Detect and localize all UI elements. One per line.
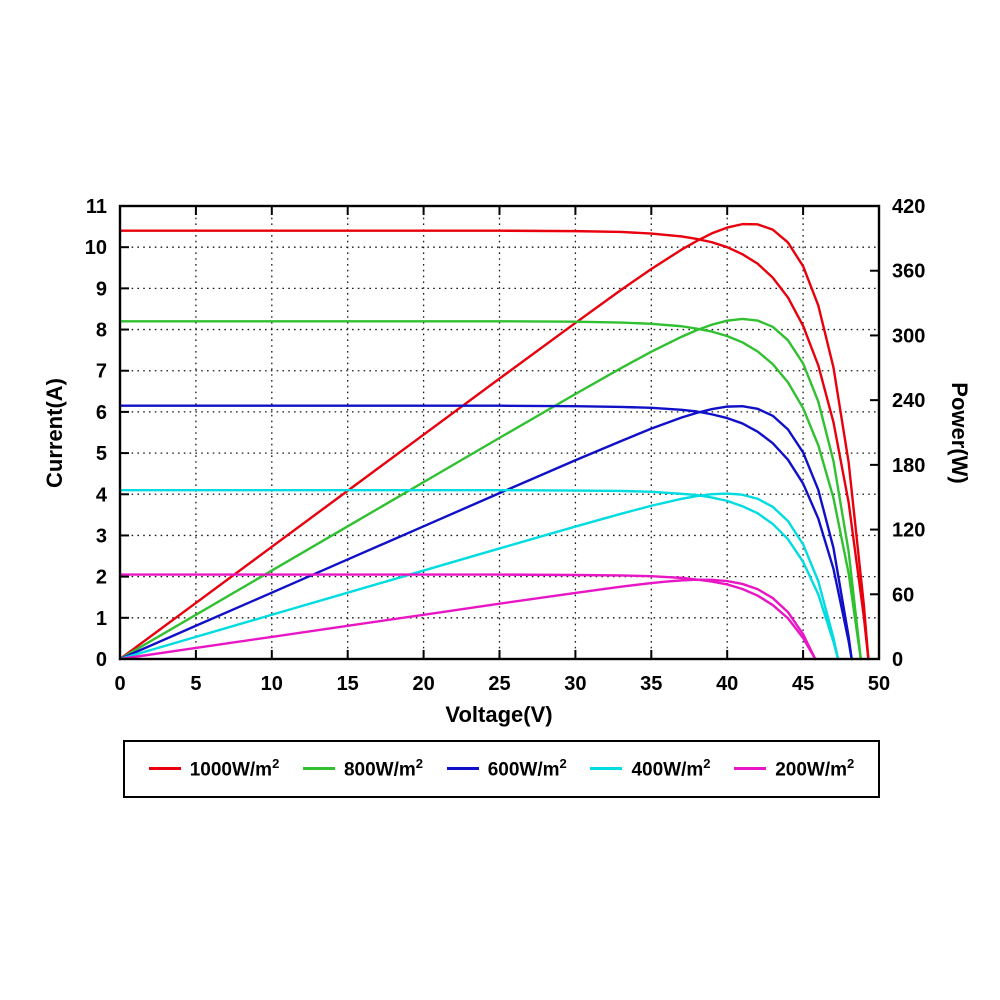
x-tick-label: 20 [412,673,434,695]
pv-curve-400W/m [118,492,840,661]
legend-label: 400W/m2 [631,756,711,781]
x-tick-label: 15 [337,673,359,695]
tick-labels: 0 5 10 15 20 25 30 35 40 45 5001234567891011060120… [85,196,926,695]
x-tick-label: 30 [564,673,586,695]
legend-label: 800W/m2 [343,756,424,781]
right-y-tick-label: 120 [892,520,925,542]
left-y-tick-label: 6 [96,402,107,424]
x-tick-label: 25 [488,673,510,695]
left-y-tick-label: 5 [96,443,107,465]
pv-curve-600W/m [118,404,853,661]
legend-line-swatch [446,767,479,771]
left-y-axis-label: Current(A) [42,378,67,488]
grid [120,206,879,659]
right-y-tick-label: 360 [892,261,925,283]
left-y-tick-label: 7 [96,361,107,383]
x-tick-label: 5 [190,673,201,695]
legend-line-swatch [590,767,623,771]
x-axis-label: Voltage(V) [445,702,552,727]
x-tick-label: 10 [261,673,283,695]
axis-ticks [119,205,880,660]
left-y-tick-label: 10 [85,237,107,259]
x-tick-label: 40 [716,673,738,695]
left-y-tick-label: 3 [96,525,107,547]
legend-line-swatch [734,767,767,771]
chart-canvas: 0 5 10 15 20 25 30 35 40 45 5001234567891011060120… [42,196,972,727]
iv-curve-800W/m [118,320,862,661]
pv-curve-200W/m [118,578,817,661]
right-y-tick-label: 240 [892,390,925,412]
x-tick-label: 50 [868,673,890,695]
right-y-tick-label: 0 [892,649,903,671]
legend-item-400W/m: 400W/m2 [590,756,711,781]
left-y-tick-label: 9 [96,278,107,300]
legend-line-swatch [148,767,181,771]
left-y-tick-label: 4 [96,484,108,506]
x-tick-label: 45 [792,673,814,695]
left-y-tick-label: 11 [86,196,107,218]
right-y-tick-label: 300 [892,325,925,347]
left-y-tick-label: 2 [96,567,107,589]
curves [118,222,870,661]
legend-label: 200W/m2 [775,756,855,781]
iv-curve-200W/m [118,573,817,661]
legend-item-200W/m: 200W/m2 [734,756,854,781]
iv-curve-1000W/m [118,229,870,661]
legend-label: 1000W/m2 [189,756,280,781]
right-y-tick-label: 60 [892,584,914,606]
x-tick-label: 0 [114,673,125,695]
iv-curve-600W/m [118,404,853,661]
legend: 1000W/m2 800W/m2 600W/m2 400W/m2 200W/m2 [123,740,880,798]
legend-item-800W/m: 800W/m2 [302,756,424,781]
pv-curve-1000W/m [118,222,870,661]
right-y-tick-label: 180 [892,455,925,477]
pv-curve-800W/m [118,317,862,661]
left-y-tick-label: 8 [96,320,107,342]
legend-item-600W/m: 600W/m2 [446,756,567,781]
left-y-tick-label: 1 [96,608,107,630]
left-y-tick-label: 0 [96,649,107,671]
right-y-tick-label: 420 [892,196,925,218]
right-y-axis-label: Power(W) [947,382,972,483]
legend-line-swatch [302,767,335,771]
x-tick-label: 35 [640,673,662,695]
legend-label: 600W/m2 [487,756,567,781]
legend-item-1000W/m: 1000W/m2 [148,756,280,781]
